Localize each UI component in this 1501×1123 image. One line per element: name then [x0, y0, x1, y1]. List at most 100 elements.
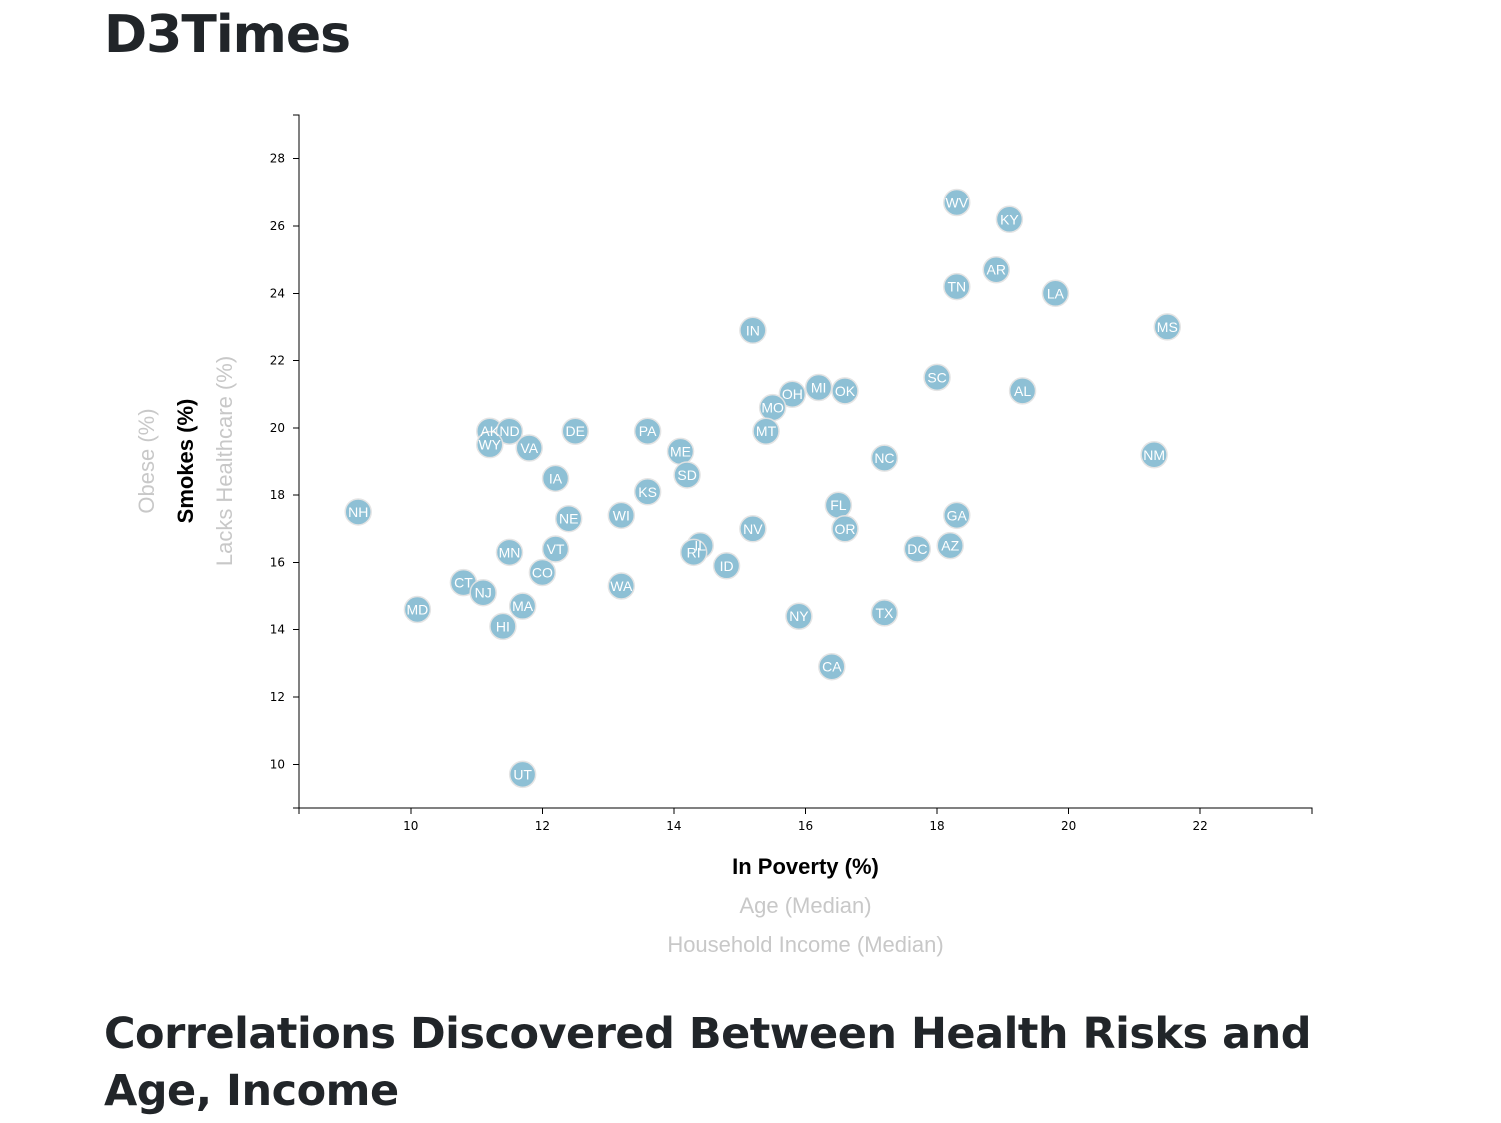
state-point-wv[interactable]: [943, 188, 971, 217]
state-label-ri: RI: [687, 544, 701, 560]
state-label-al: AL: [1014, 383, 1031, 399]
state-label-nd: ND: [499, 423, 519, 439]
state-point-ri[interactable]: [679, 538, 708, 567]
state-point-ga[interactable]: [943, 501, 971, 530]
y-tick-label: 14: [270, 623, 285, 637]
state-label-ak: AK: [480, 423, 499, 439]
state-label-hi: HI: [496, 618, 510, 634]
state-point-sc[interactable]: [923, 363, 951, 392]
state-label-ca: CA: [822, 659, 842, 675]
state-point-la[interactable]: [1041, 279, 1070, 308]
y-tick-label: 12: [270, 690, 285, 704]
state-point-az[interactable]: [936, 531, 964, 560]
x-tick-label: 12: [535, 819, 550, 833]
state-point-al[interactable]: [1008, 377, 1037, 405]
state-label-nv: NV: [743, 521, 763, 537]
state-label-fl: FL: [830, 497, 847, 513]
x-tick-label: 10: [403, 819, 418, 833]
state-label-ks: KS: [638, 484, 657, 500]
state-label-az: AZ: [941, 538, 959, 554]
state-label-tx: TX: [875, 605, 894, 621]
state-label-ok: OK: [835, 383, 856, 399]
state-label-ky: KY: [1000, 211, 1019, 227]
state-point-pa[interactable]: [633, 417, 662, 445]
state-point-wi[interactable]: [607, 501, 636, 530]
state-point-tn[interactable]: [943, 272, 971, 301]
x-tick-label: 14: [666, 819, 681, 833]
state-label-va: VA: [520, 440, 538, 456]
state-point-dc[interactable]: [903, 535, 932, 563]
state-point-ma[interactable]: [508, 592, 537, 620]
state-label-mo: MO: [761, 400, 784, 416]
state-label-ga: GA: [947, 507, 968, 523]
state-point-ks[interactable]: [633, 478, 662, 506]
state-point-mt[interactable]: [752, 417, 780, 445]
state-label-wy: WY: [478, 437, 501, 453]
state-point-wy[interactable]: [476, 430, 504, 459]
state-point-ms[interactable]: [1153, 313, 1182, 341]
y-tick-label: 16: [270, 555, 285, 569]
y-axis-title-2[interactable]: Obese (%): [134, 408, 159, 513]
state-point-nj[interactable]: [469, 578, 497, 607]
state-label-sd: SD: [677, 467, 696, 483]
state-point-ar[interactable]: [982, 255, 1011, 284]
y-axis-title-1[interactable]: Smokes (%): [173, 399, 198, 524]
state-point-nv[interactable]: [739, 515, 767, 543]
state-label-wv: WV: [946, 194, 969, 210]
state-point-id[interactable]: [712, 552, 741, 580]
state-point-nc[interactable]: [870, 444, 899, 472]
state-label-nm: NM: [1143, 447, 1165, 463]
state-label-nc: NC: [874, 450, 894, 466]
state-label-wi: WI: [613, 507, 630, 523]
state-point-de[interactable]: [561, 417, 590, 445]
state-point-md[interactable]: [403, 595, 432, 624]
state-point-nd[interactable]: [495, 417, 524, 445]
state-point-wa[interactable]: [607, 572, 636, 600]
x-axis-title-2[interactable]: Household Income (Median): [667, 932, 943, 957]
y-tick-label: 10: [270, 757, 285, 771]
state-point-tx[interactable]: [870, 599, 899, 627]
state-point-or[interactable]: [831, 515, 859, 543]
state-label-nh: NH: [348, 504, 368, 520]
x-tick-label: 22: [1193, 819, 1208, 833]
state-point-oh[interactable]: [778, 380, 807, 408]
state-label-tn: TN: [947, 279, 966, 295]
state-point-ca[interactable]: [818, 652, 846, 681]
state-point-ky[interactable]: [995, 205, 1024, 234]
state-point-nh[interactable]: [344, 498, 372, 526]
state-point-in[interactable]: [739, 316, 767, 345]
state-point-ne[interactable]: [554, 504, 583, 533]
state-point-mn[interactable]: [495, 538, 524, 567]
state-point-va[interactable]: [515, 434, 543, 462]
state-label-ar: AR: [987, 262, 1006, 278]
x-axis-title-1[interactable]: Age (Median): [739, 893, 871, 918]
state-label-ia: IA: [549, 470, 563, 486]
state-label-ne: NE: [559, 511, 578, 527]
section-heading: Correlations Discovered Between Health R…: [104, 1009, 1312, 1116]
state-point-ut[interactable]: [508, 760, 537, 789]
y-axis-title-0[interactable]: Lacks Healthcare (%): [212, 356, 237, 566]
y-tick-label: 22: [270, 354, 285, 368]
y-tick-label: 24: [270, 286, 285, 300]
state-label-sc: SC: [927, 369, 946, 385]
state-label-mn: MN: [499, 544, 521, 560]
state-label-oh: OH: [782, 386, 803, 402]
state-label-la: LA: [1047, 285, 1065, 301]
state-point-vt[interactable]: [541, 535, 570, 563]
state-point-ny[interactable]: [785, 602, 813, 630]
x-axis-title-0[interactable]: In Poverty (%): [732, 854, 879, 879]
state-label-me: ME: [670, 443, 691, 459]
state-label-vt: VT: [547, 541, 565, 557]
state-label-ny: NY: [789, 608, 809, 624]
state-point-co[interactable]: [528, 558, 557, 587]
state-point-ia[interactable]: [541, 464, 570, 493]
state-label-md: MD: [407, 602, 429, 618]
state-point-ok[interactable]: [831, 377, 859, 405]
state-point-nm[interactable]: [1140, 441, 1168, 469]
state-label-co: CO: [532, 565, 553, 581]
state-point-hi[interactable]: [489, 612, 517, 641]
state-label-in: IN: [746, 322, 760, 338]
state-label-ms: MS: [1157, 319, 1178, 335]
state-label-de: DE: [566, 423, 585, 439]
state-point-sd[interactable]: [673, 461, 701, 489]
